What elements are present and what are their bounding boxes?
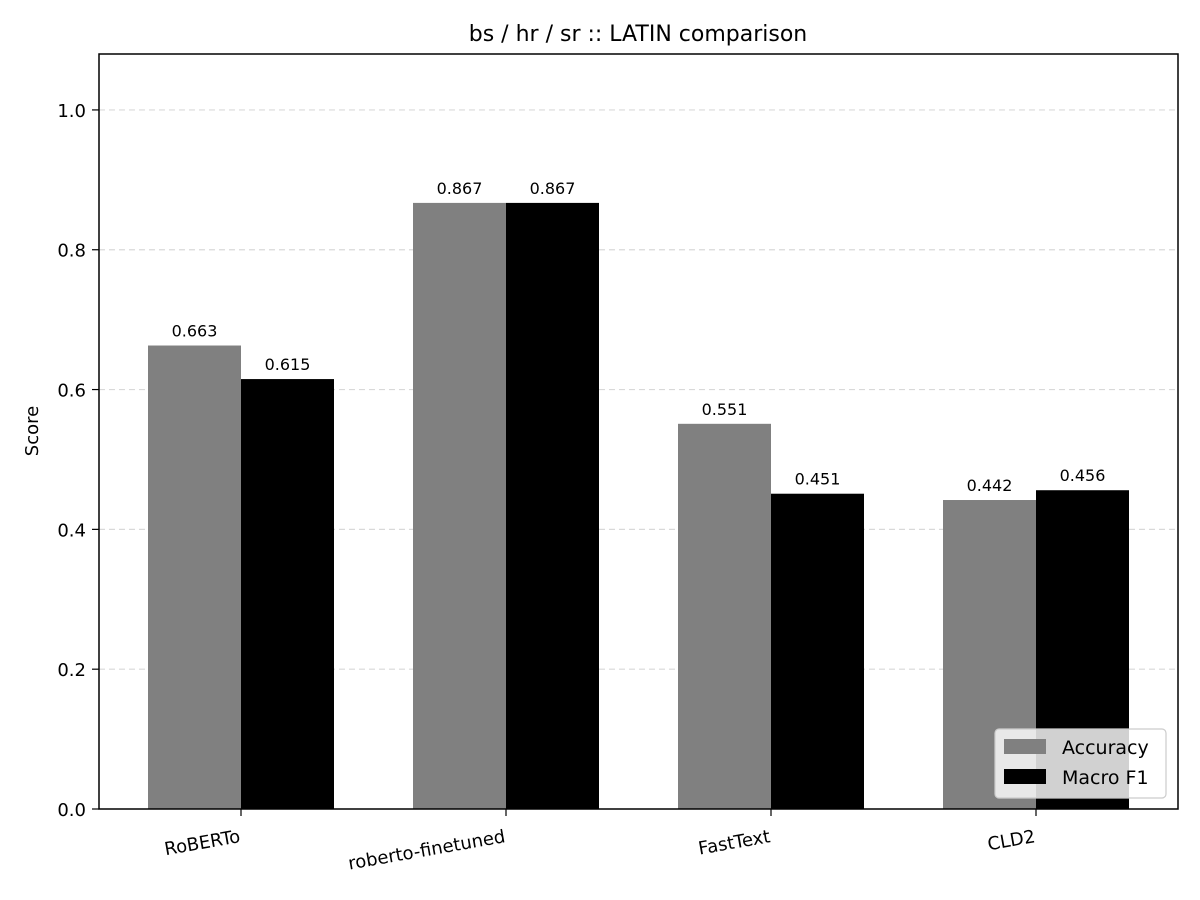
y-tick-label: 0.2 (57, 660, 86, 681)
y-axis-label: Score (22, 406, 43, 456)
data-label: 0.615 (265, 355, 311, 374)
legend-label: Macro F1 (1062, 767, 1149, 789)
chart-title: bs / hr / sr :: LATIN comparison (469, 22, 807, 47)
legend-label: Accuracy (1062, 737, 1149, 759)
y-tick-label: 0.0 (57, 800, 86, 821)
data-label: 0.451 (795, 470, 841, 489)
legend-swatch (1004, 739, 1046, 754)
data-label: 0.663 (172, 322, 218, 341)
bar-accuracy (148, 345, 241, 809)
data-label: 0.867 (437, 179, 483, 198)
data-label: 0.442 (967, 476, 1013, 495)
data-label: 0.867 (530, 179, 576, 198)
legend: Accuracy Macro F1 (994, 728, 1167, 799)
bar-macro-f1 (771, 493, 864, 809)
y-tick-label: 0.8 (57, 241, 86, 262)
data-labels: 0.663 0.615 0.867 0.867 0.551 0.451 0.442 0.456 (172, 179, 1106, 495)
bars (148, 202, 1129, 809)
y-tick-label: 1.0 (57, 101, 86, 122)
legend-swatch (1004, 769, 1046, 784)
bar-macro-f1 (506, 202, 599, 809)
y-tick-label: 0.6 (57, 381, 86, 402)
data-label: 0.456 (1060, 466, 1106, 485)
plot-frame (98, 53, 1179, 810)
bar-accuracy (678, 423, 771, 809)
y-tick-label: 0.4 (57, 520, 86, 541)
data-label: 0.551 (702, 400, 748, 419)
bar-macro-f1 (241, 379, 334, 809)
bar-accuracy (413, 202, 506, 809)
